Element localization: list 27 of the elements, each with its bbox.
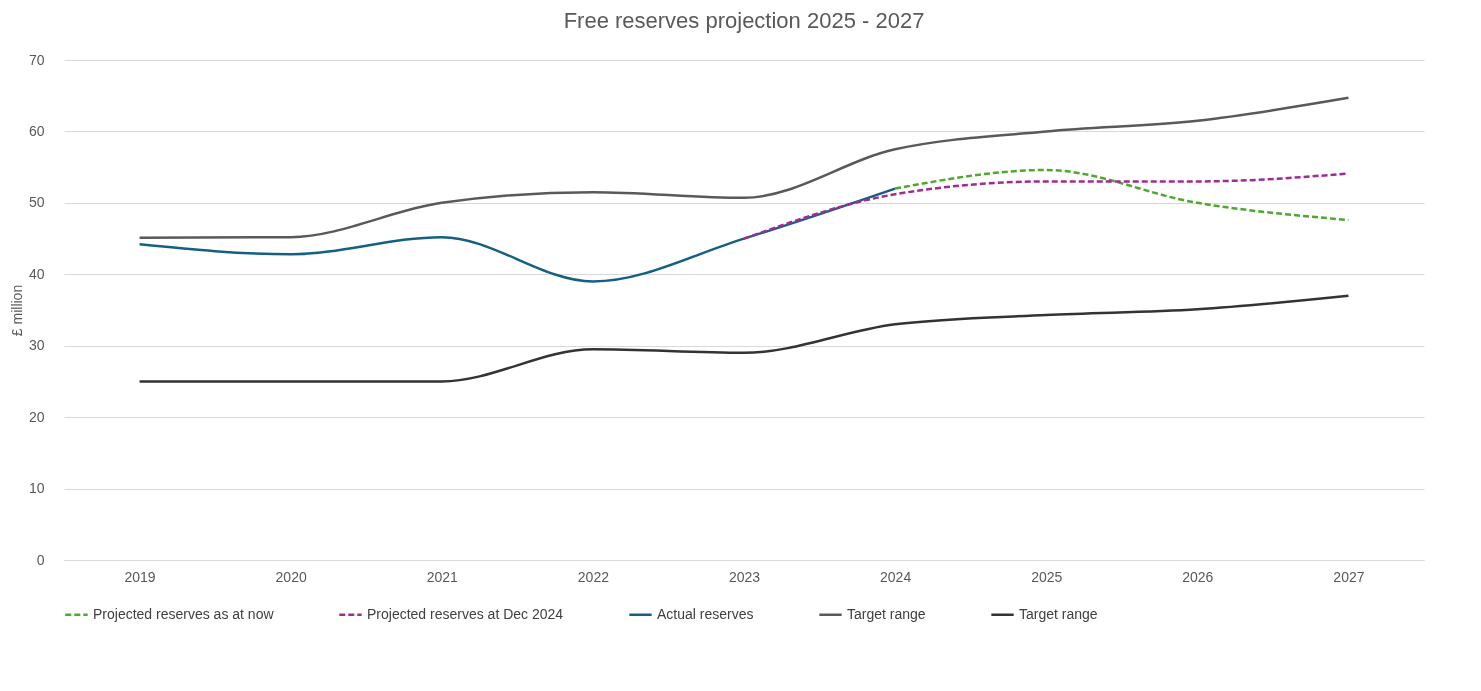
legend-label: Projected reserves as at now (93, 605, 275, 622)
y-tick-label: 10 (28, 480, 45, 497)
chart-title: Free reserves projection 2025 - 2027 (563, 8, 925, 33)
y-axis-title: £ million (8, 284, 25, 337)
x-tick-label: 2026 (1182, 568, 1214, 585)
legend-label: Projected reserves at Dec 2024 (367, 605, 564, 622)
x-tick-label: 2025 (1031, 568, 1063, 585)
y-tick-label: 0 (36, 551, 45, 568)
x-tick-label: 2021 (426, 568, 459, 585)
y-tick-label: 50 (28, 194, 45, 211)
legend-label: Target range (1019, 605, 1098, 622)
x-tick-label: 2019 (124, 568, 156, 585)
y-tick-label: 60 (28, 122, 45, 139)
x-tick-label: 2027 (1333, 568, 1365, 585)
line-series (138, 294, 1350, 383)
x-tick-label: 2024 (880, 568, 912, 585)
y-tick-label: 30 (28, 337, 45, 354)
x-tick-label: 2020 (275, 568, 307, 585)
x-tick-label: 2022 (577, 568, 610, 585)
x-tick-label: 2023 (728, 568, 761, 585)
line-series (138, 187, 897, 283)
legend-label: Actual reserves (657, 605, 754, 622)
y-tick-label: 20 (28, 408, 45, 425)
legend-label: Target range (847, 605, 926, 622)
y-tick-label: 40 (28, 265, 45, 282)
y-tick-label: 70 (28, 51, 45, 68)
line-series (138, 96, 1350, 240)
